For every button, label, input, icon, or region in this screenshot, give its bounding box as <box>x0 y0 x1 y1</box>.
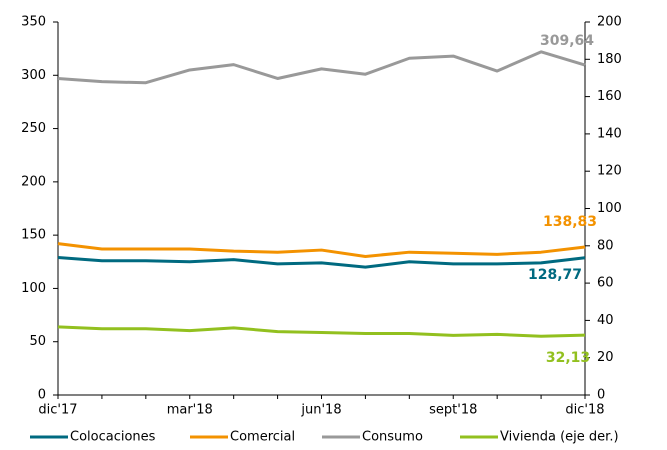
x-tick-label: sept'18 <box>429 403 477 418</box>
series-line <box>57 50 586 85</box>
y2-tick-label: 160 <box>597 89 622 104</box>
value-label: 32,13 <box>546 350 590 366</box>
series-line <box>57 256 586 269</box>
y-tick-label: 300 <box>21 68 46 83</box>
y2-tick-label: 200 <box>597 15 622 30</box>
legend-label: Consumo <box>362 430 423 445</box>
y2-tick-label: 100 <box>597 201 622 216</box>
y2-tick-label: 120 <box>597 164 622 179</box>
y2-tick-label: 20 <box>597 350 614 365</box>
y2-tick-label: 0 <box>597 388 605 403</box>
y-tick-label: 200 <box>21 174 46 189</box>
y2-tick-label: 140 <box>597 126 622 141</box>
y-tick-label: 100 <box>21 281 46 296</box>
y2-tick-label: 60 <box>597 276 614 291</box>
series-line <box>57 325 586 338</box>
y2-tick-label: 40 <box>597 313 614 328</box>
x-tick-label: dic'17 <box>38 403 77 418</box>
y2-tick-label: 80 <box>597 238 614 253</box>
series-line <box>57 242 586 258</box>
legend-label: Comercial <box>230 430 295 445</box>
y-tick-label: 50 <box>29 334 46 349</box>
legend-label: Vivienda (eje der.) <box>500 430 619 445</box>
y-tick-label: 150 <box>21 228 46 243</box>
y-tick-label: 250 <box>21 121 46 136</box>
x-tick-label: dic'18 <box>565 403 604 418</box>
value-label: 138,83 <box>543 214 597 230</box>
legend-label: Colocaciones <box>70 430 156 445</box>
value-label: 128,77 <box>528 267 582 283</box>
y2-tick-label: 180 <box>597 52 622 67</box>
y-tick-label: 0 <box>38 388 46 403</box>
x-tick-label: jun'18 <box>300 403 341 418</box>
x-tick-label: mar'18 <box>167 403 213 418</box>
y-tick-label: 350 <box>21 15 46 30</box>
value-label: 309,64 <box>540 33 594 49</box>
